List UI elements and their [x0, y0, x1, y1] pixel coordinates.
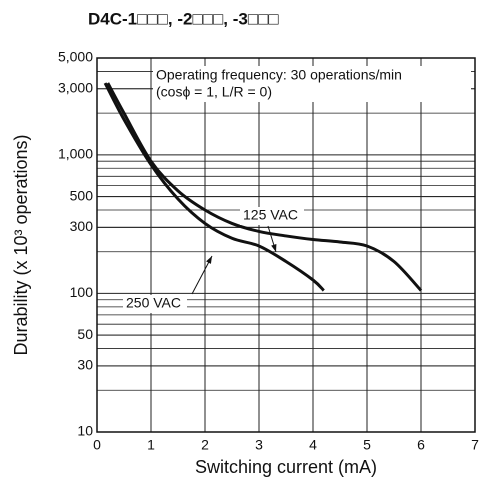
series-label: 250 VAC — [126, 295, 181, 311]
x-tick-label: 5 — [363, 437, 371, 453]
y-axis-label: Durability (x 10³ operations) — [11, 134, 31, 355]
x-tick-label: 6 — [417, 437, 425, 453]
x-tick-label: 2 — [201, 437, 209, 453]
label-background — [240, 207, 304, 225]
x-tick-label: 1 — [147, 437, 155, 453]
y-tick-label: 50 — [77, 326, 93, 342]
y-tick-label: 300 — [70, 218, 94, 234]
x-tick-label: 4 — [309, 437, 317, 453]
arrow-head — [271, 244, 277, 252]
y-tick-label: 5,000 — [58, 49, 93, 65]
y-tick-label: 3,000 — [58, 79, 93, 95]
series-label: 125 VAC — [243, 207, 298, 223]
label-background — [123, 295, 187, 313]
arrow-head — [206, 256, 212, 264]
chart-title: D4C-1□□□, -2□□□, -3□□□ — [88, 9, 279, 28]
annotation: Operating frequency: 30 operations/min — [156, 67, 402, 83]
plot-frame — [96, 57, 476, 433]
y-tick-label: 1,000 — [58, 146, 93, 162]
y-tick-label: 100 — [70, 284, 94, 300]
series-line — [106, 82, 423, 292]
y-tick-label: 10 — [77, 423, 93, 439]
series-line — [103, 82, 325, 292]
x-axis-label: Switching current (mA) — [195, 457, 377, 477]
y-tick-label: 500 — [70, 187, 94, 203]
annotation: (cosϕ = 1, L/R = 0) — [156, 84, 272, 100]
x-tick-label: 3 — [255, 437, 263, 453]
x-tick-label: 0 — [93, 437, 101, 453]
annotation-background — [153, 66, 471, 102]
y-tick-label: 30 — [77, 357, 93, 373]
x-tick-label: 7 — [471, 437, 479, 453]
